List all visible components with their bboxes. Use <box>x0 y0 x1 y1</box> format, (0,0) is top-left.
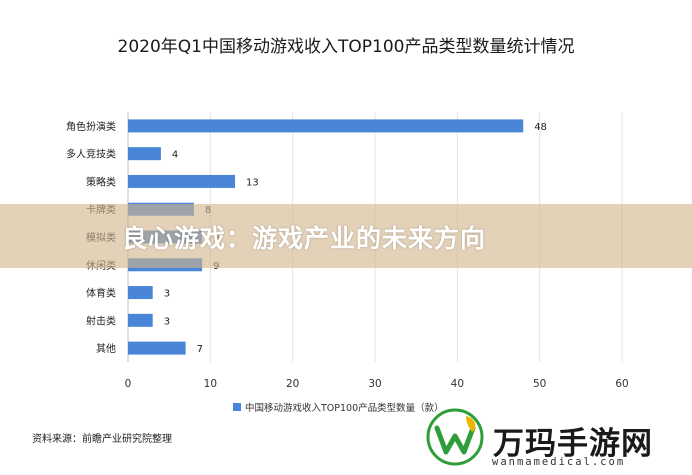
bar <box>128 286 153 300</box>
banner-title: 良心游戏：游戏产业的未来方向 <box>122 224 487 253</box>
data-label: 3 <box>164 316 170 327</box>
x-tick-label: 50 <box>533 378 546 390</box>
category-label: 体育类 <box>86 287 116 300</box>
category-label: 其他 <box>96 342 116 355</box>
x-tick-label: 60 <box>615 378 628 390</box>
data-label: 48 <box>534 122 547 133</box>
category-label: 多人竞技类 <box>66 148 116 161</box>
data-label: 3 <box>164 289 170 300</box>
source-note: 资料来源：前瞻产业研究院整理 <box>32 434 172 445</box>
bar <box>128 147 161 161</box>
watermark-url: wanmamedical.com <box>492 456 626 468</box>
bar <box>128 341 186 355</box>
watermark-name: 万玛手游网 <box>493 426 653 462</box>
category-label: 射击类 <box>86 314 116 327</box>
legend-label: 中国移动游戏收入TOP100产品类型数量（款） <box>245 402 444 414</box>
overlay-banner <box>0 204 692 268</box>
data-label: 7 <box>197 344 203 355</box>
bar <box>128 313 153 327</box>
bar <box>128 174 236 188</box>
category-label: 策略类 <box>86 175 116 188</box>
bar <box>128 119 524 133</box>
w-leaf-logo-icon <box>426 408 484 466</box>
chart-title: 2020年Q1中国移动游戏收入TOP100产品类型数量统计情况 <box>118 37 575 57</box>
x-tick-label: 30 <box>368 378 381 390</box>
data-label: 13 <box>246 177 259 188</box>
x-tick-label: 20 <box>286 378 299 390</box>
x-tick-label: 10 <box>204 378 217 390</box>
x-tick-label: 40 <box>451 378 464 390</box>
data-label: 4 <box>172 150 178 161</box>
category-label: 角色扮演类 <box>66 120 116 133</box>
x-tick-label: 0 <box>125 378 132 390</box>
legend-swatch <box>233 403 241 411</box>
